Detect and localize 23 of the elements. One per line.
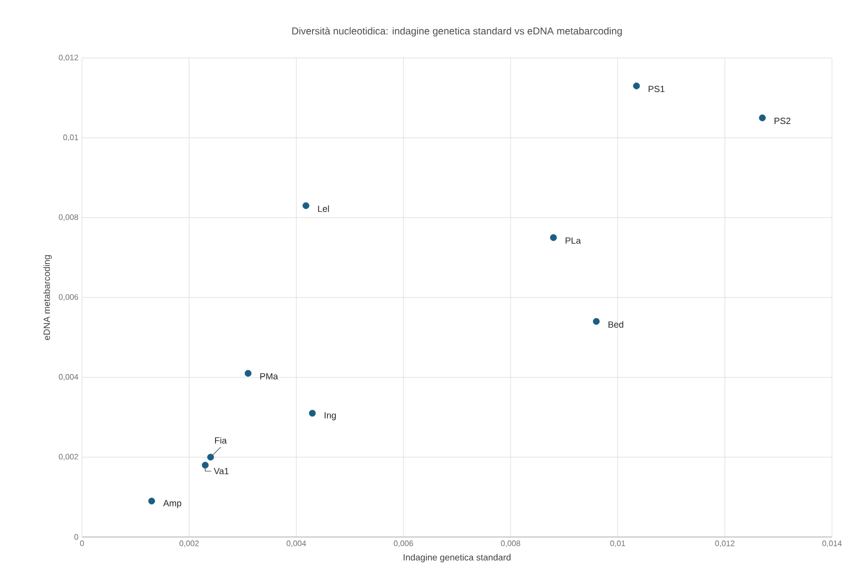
point <box>550 234 557 241</box>
annotation: Fia <box>215 437 227 444</box>
annotation: Lel <box>318 205 329 212</box>
annotation: Bed <box>608 321 624 328</box>
annotation: Amp <box>163 500 182 508</box>
point <box>207 454 214 461</box>
annotation: Ing <box>324 412 336 420</box>
point <box>148 498 156 504</box>
y-axis-title: eDNA metabarcoding <box>43 255 52 340</box>
point <box>244 370 252 377</box>
point <box>592 318 600 325</box>
point <box>308 410 316 417</box>
x-axis-title: Indagine genetica standard <box>404 554 510 562</box>
annotation: Va1 <box>214 468 229 474</box>
annotation: PS2 <box>774 118 790 124</box>
point <box>633 82 640 90</box>
point <box>758 114 766 122</box>
chart-title: Diversità nucleotidica: indagine genetica standard vs eDNA metabarcoding <box>292 27 622 36</box>
point <box>302 202 310 210</box>
point <box>202 462 209 469</box>
annotation: PMa <box>260 373 278 380</box>
annotation: PS1 <box>648 86 664 92</box>
annotation: PLa <box>566 237 581 244</box>
